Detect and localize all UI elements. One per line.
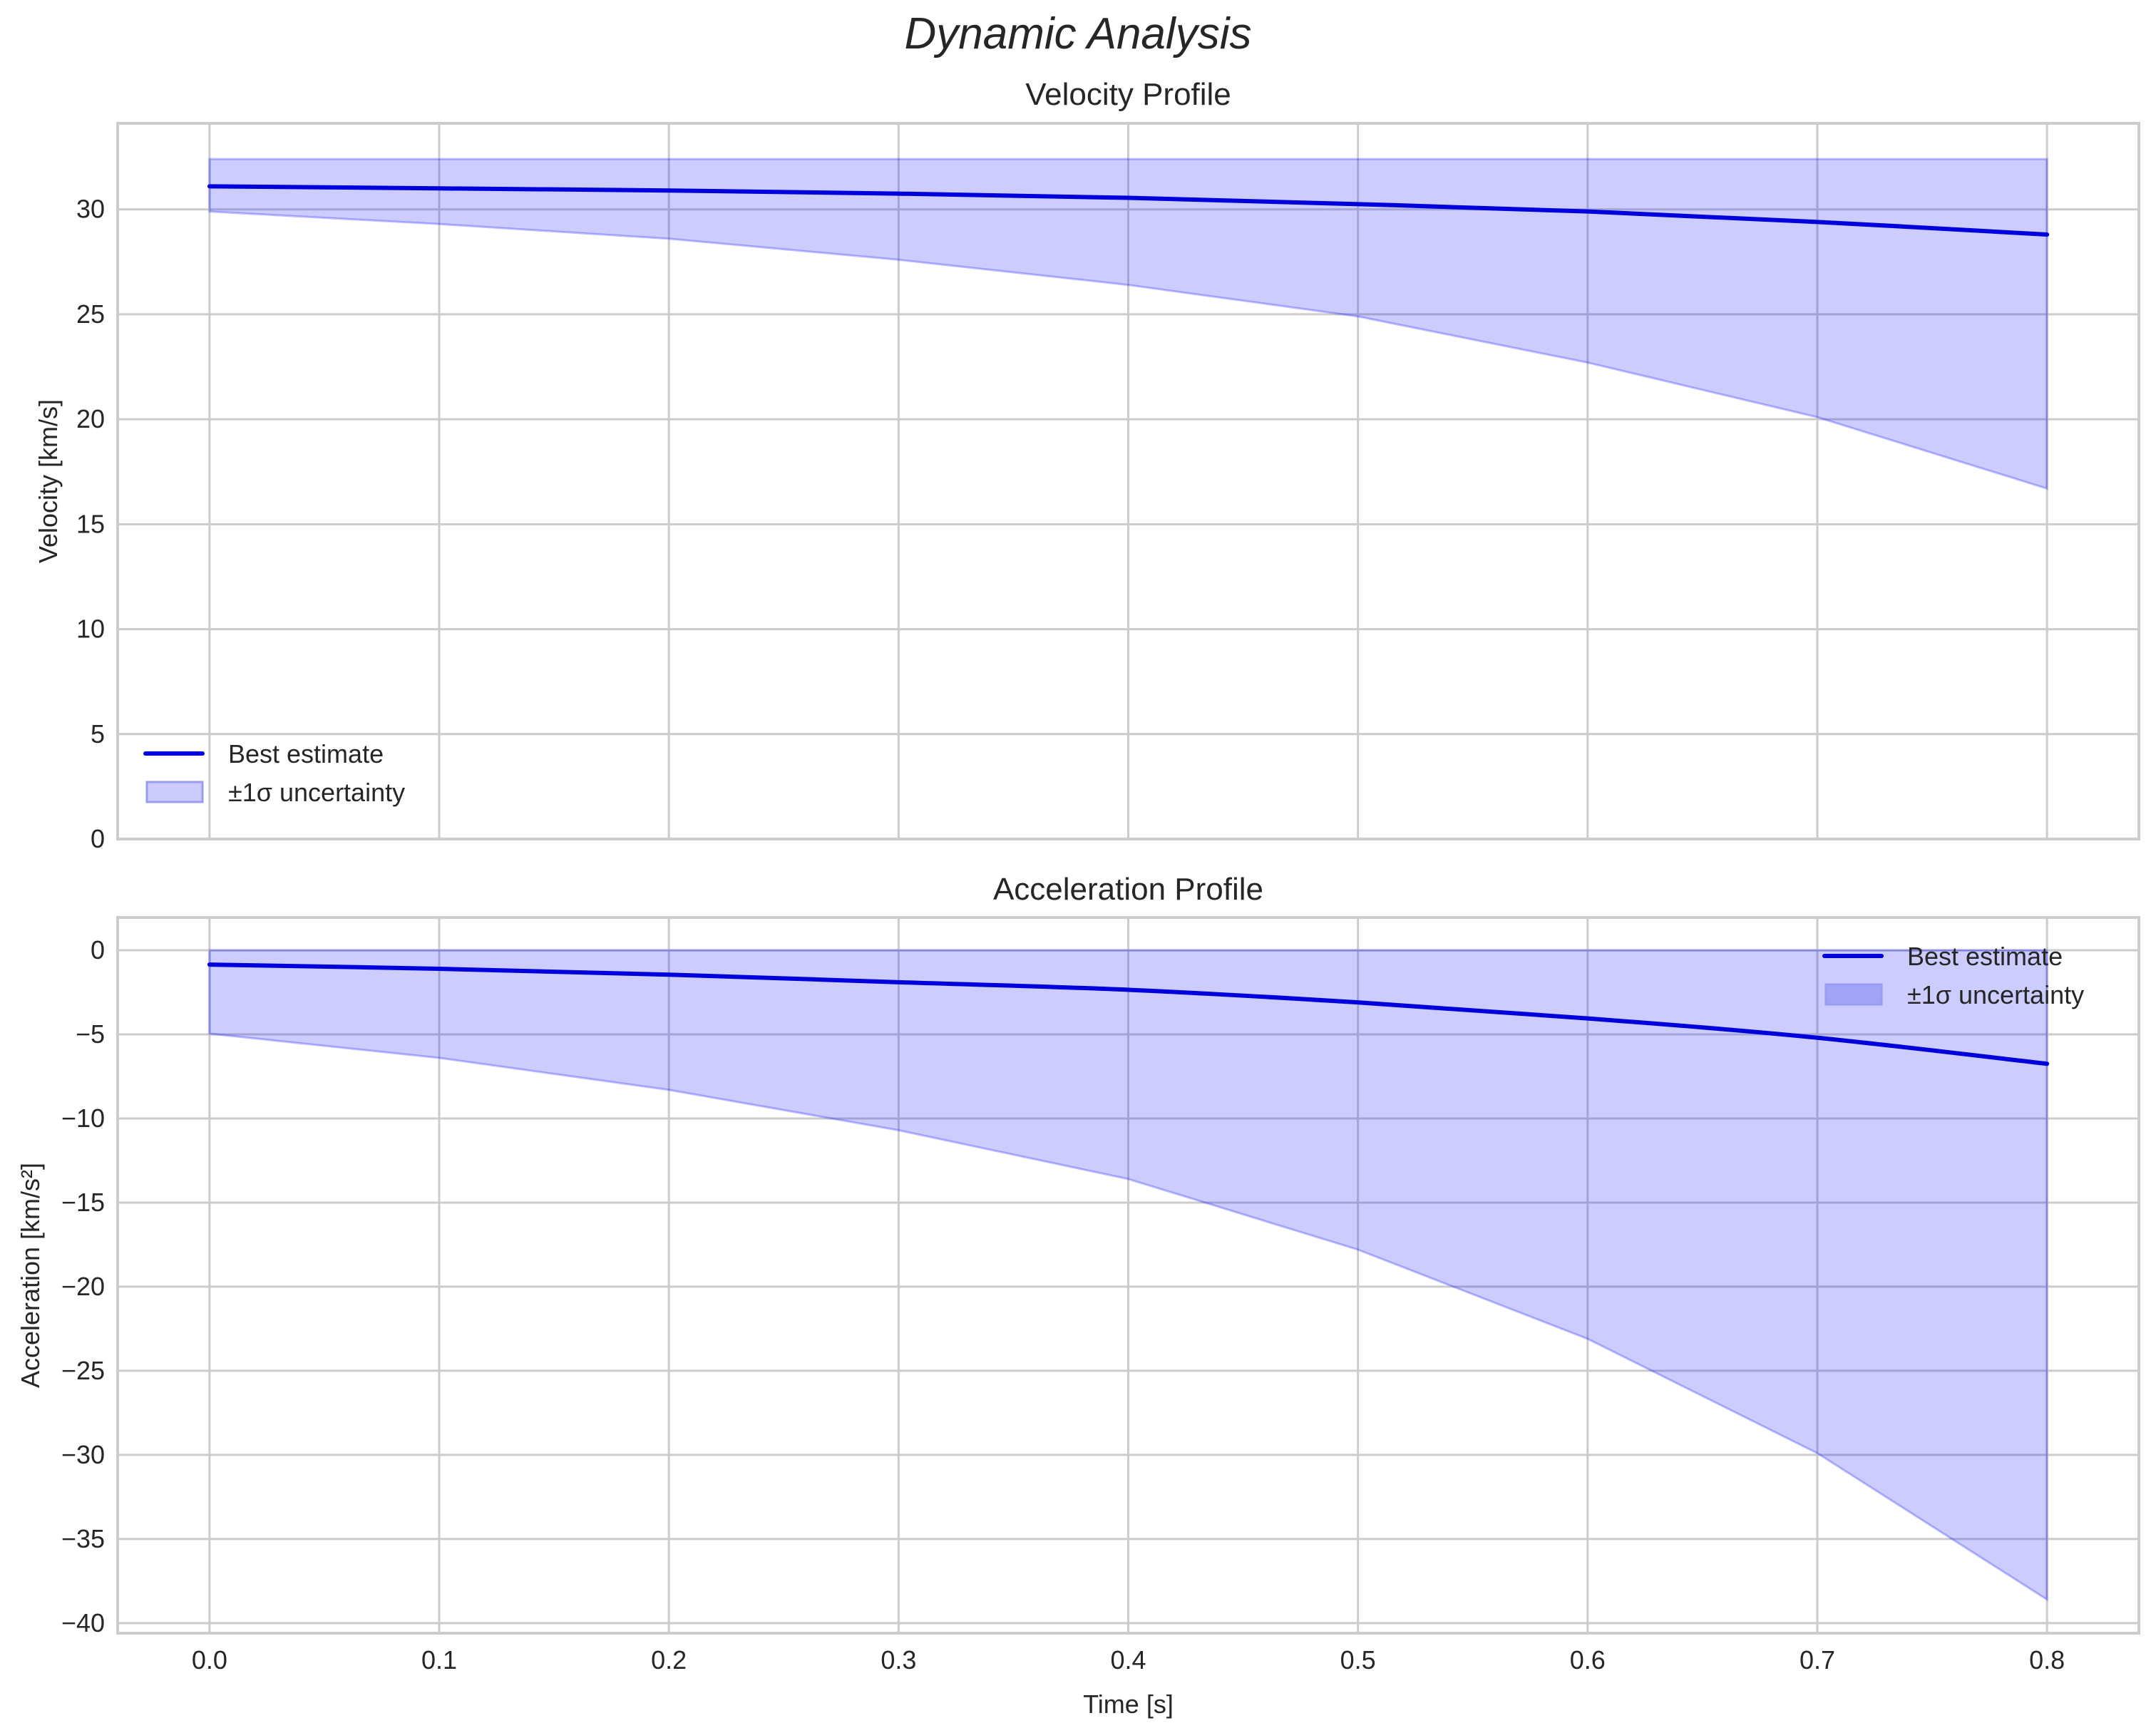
x-tick-label: 0.2 xyxy=(651,1645,687,1675)
figure-title: Dynamic Analysis xyxy=(904,9,1252,58)
y-axis-label: Acceleration [km/s²] xyxy=(16,1163,45,1388)
legend-label-best-estimate: Best estimate xyxy=(228,739,384,768)
x-tick-label: 0.7 xyxy=(1800,1645,1835,1675)
x-tick-label: 0.8 xyxy=(2029,1645,2065,1675)
best-estimate-line xyxy=(207,962,2050,1066)
y-tick-label: 25 xyxy=(76,299,105,329)
y-tick-label: 10 xyxy=(76,614,105,644)
legend-band-swatch xyxy=(145,781,204,803)
subplot-title: Acceleration Profile xyxy=(993,872,1263,907)
y-tick-label: 5 xyxy=(91,719,105,749)
axes-frame xyxy=(116,122,2140,840)
uncertainty-band xyxy=(208,158,2048,490)
axes-frame xyxy=(116,916,2140,1635)
grid-lines xyxy=(118,917,2139,1633)
y-tick-label: 15 xyxy=(76,509,105,538)
best-estimate-line xyxy=(207,184,2050,237)
y-tick-label: −20 xyxy=(61,1272,105,1301)
legend: Best estimate ±1σ uncertainty xyxy=(1822,942,2084,1009)
y-tick-label: −35 xyxy=(61,1524,105,1553)
legend-label-uncertainty: ±1σ uncertainty xyxy=(228,778,405,807)
y-tick-label: −30 xyxy=(61,1440,105,1469)
x-tick-label: 0.6 xyxy=(1570,1645,1606,1675)
y-tick-label: 30 xyxy=(76,195,105,224)
x-tick-label: 0.0 xyxy=(192,1645,227,1675)
acceleration-subplot: −40−35−30−25−20−15−10−500.0 0.1 0.2 0.3 0.4 0… xyxy=(16,872,2140,1719)
x-tick-label: 0.3 xyxy=(881,1645,916,1675)
y-tick-label: 0 xyxy=(91,824,105,853)
legend-label-best-estimate: Best estimate xyxy=(1907,942,2063,971)
legend-label-uncertainty: ±1σ uncertainty xyxy=(1907,980,2084,1009)
y-tick-label: −10 xyxy=(61,1104,105,1133)
velocity-subplot: 0 5 10 15 20 25 30 Velocity Profile Velocity [km… xyxy=(34,77,2140,853)
legend-band-swatch xyxy=(1824,983,1883,1006)
uncertainty-band xyxy=(208,949,2048,1602)
x-axis-label: Time [s] xyxy=(1083,1690,1174,1719)
y-tick-label: −5 xyxy=(76,1019,105,1049)
x-tick-label: 0.5 xyxy=(1340,1645,1376,1675)
grid-lines xyxy=(118,123,2139,840)
x-tick-labels: 0.0 0.1 0.2 0.3 0.4 0.5 0.6 0.7 0.8 xyxy=(192,1645,2065,1675)
x-tick-label: 0.1 xyxy=(421,1645,457,1675)
y-axis-label: Velocity [km/s] xyxy=(34,399,63,563)
y-tick-labels: −40 −35 −30 −25 −20 −15 −10 −5 0 xyxy=(61,935,105,1637)
y-tick-labels: 0 5 10 15 20 25 30 xyxy=(76,195,105,853)
y-tick-label: −25 xyxy=(61,1356,105,1385)
y-tick-label: 20 xyxy=(76,404,105,433)
y-tick-label: −15 xyxy=(61,1188,105,1217)
subplot-title: Velocity Profile xyxy=(1025,77,1231,112)
legend: Best estimate ±1σ uncertainty xyxy=(143,739,405,807)
y-tick-label: −40 xyxy=(61,1608,105,1637)
y-tick-label: 0 xyxy=(91,935,105,965)
x-tick-label: 0.4 xyxy=(1110,1645,1146,1675)
